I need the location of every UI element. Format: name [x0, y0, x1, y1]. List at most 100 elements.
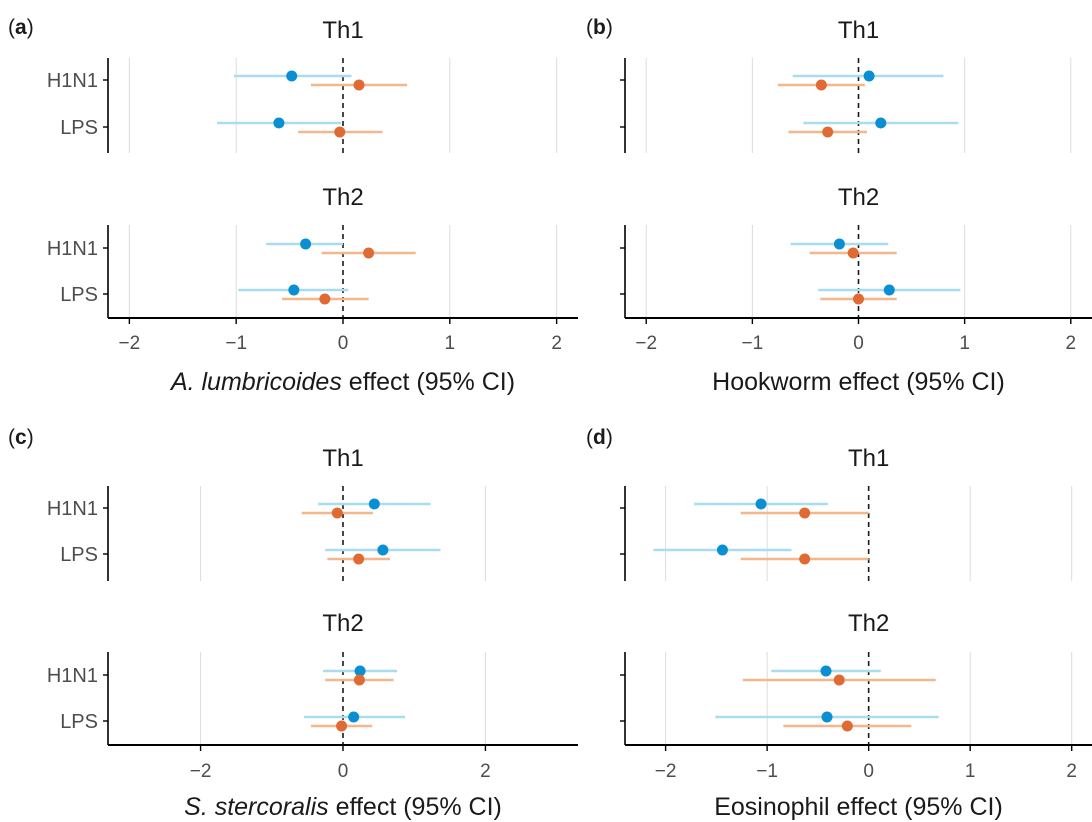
x-tick-label: 1 — [959, 333, 970, 354]
panel-label-open: ( — [8, 426, 15, 449]
estimate-point — [334, 126, 346, 138]
x-tick-label: −2 — [635, 333, 657, 354]
facet-title: Th2 — [322, 610, 363, 637]
estimate-point — [755, 498, 767, 510]
estimate-point — [815, 79, 827, 91]
panel-label-letter: c — [15, 426, 27, 449]
x-axis-label: S. stercoralis effect (95% CI) — [184, 793, 502, 821]
x-tick-label: −1 — [225, 333, 247, 354]
estimate-point — [286, 70, 298, 82]
y-tick-label: LPS — [60, 711, 98, 733]
estimate-point — [822, 126, 834, 138]
facet-title: Th1 — [322, 445, 363, 472]
facet-th2: Th2 H1N1 LPS — [47, 610, 486, 745]
estimate-point — [363, 247, 375, 259]
estimate-point — [319, 293, 331, 305]
estimate-point — [883, 284, 895, 296]
x-tick-label: −1 — [742, 333, 764, 354]
x-axis-label: Hookworm effect (95% CI) — [712, 368, 1005, 396]
x-tick-label: 0 — [338, 333, 349, 354]
panel-label: (d) — [586, 426, 613, 449]
estimate-point — [348, 711, 360, 723]
y-tick-label: LPS — [60, 284, 98, 306]
y-tick-label: H1N1 — [47, 70, 98, 92]
panel-label-letter: a — [15, 16, 27, 39]
x-axis-label-text: Hookworm effect (95% CI) — [712, 368, 1005, 396]
x-axis-label-text: Eosinophil effect (95% CI) — [714, 793, 1003, 821]
panel-label-open: ( — [586, 426, 593, 449]
y-tick-label: LPS — [60, 117, 98, 139]
panel-label-open: ( — [586, 16, 593, 39]
facet-th1: Th1 H1N1 LPS — [47, 445, 486, 581]
estimate-point — [300, 238, 312, 250]
estimate-point — [841, 720, 853, 732]
x-axis-label-italic: A. lumbricoides — [169, 368, 342, 396]
panel-label-close: ) — [27, 16, 34, 39]
x-tick-label: −2 — [190, 761, 212, 782]
panel-label-letter: b — [593, 16, 606, 39]
x-axis-label: Eosinophil effect (95% CI) — [714, 793, 1003, 821]
estimate-point — [331, 507, 343, 519]
estimate-point — [863, 70, 875, 82]
panel-label: (b) — [586, 16, 613, 39]
x-tick-label: 2 — [480, 761, 491, 782]
x-axis-label-text: effect (95% CI) — [329, 793, 502, 821]
estimate-point — [799, 553, 811, 565]
estimate-point — [377, 544, 389, 556]
x-axis-label: A. lumbricoides effect (95% CI) — [169, 368, 515, 396]
estimate-point — [799, 507, 811, 519]
estimate-point — [354, 665, 366, 677]
x-tick-label: 2 — [1065, 333, 1076, 354]
estimate-point — [833, 674, 845, 686]
estimate-point — [353, 79, 365, 91]
estimate-point — [368, 498, 380, 510]
x-tick-label: 0 — [338, 761, 349, 782]
panel-a: (a) Th1 H1N1 LPS Th2 H1N1 LPS −2 −1 0 1 2 A. lumbric… — [8, 16, 578, 396]
estimate-point — [833, 238, 845, 250]
x-tick-label: 1 — [965, 761, 976, 782]
x-axis-label-text: effect (95% CI) — [342, 368, 515, 396]
estimate-point — [353, 674, 365, 686]
x-tick-label: −2 — [119, 333, 141, 354]
x-tick-label: 0 — [853, 333, 864, 354]
x-tick-label: 2 — [551, 333, 562, 354]
x-tick-label: 2 — [1066, 761, 1077, 782]
estimate-point — [853, 293, 864, 305]
estimate-point — [716, 544, 728, 556]
panel-label-close: ) — [606, 426, 613, 449]
estimate-point — [820, 665, 832, 677]
facet-title: Th2 — [848, 610, 889, 637]
estimate-point — [288, 284, 300, 296]
facet-title: Th1 — [838, 17, 879, 44]
estimate-point — [847, 247, 859, 259]
x-tick-label: 1 — [445, 333, 456, 354]
y-tick-label: H1N1 — [47, 238, 98, 260]
facet-title: Th1 — [322, 17, 363, 44]
facet-title: Th2 — [322, 184, 363, 211]
panel-b: (b) Th1 Th2 −2 −1 0 1 2 Hookworm effect (95% CI) — [586, 16, 1092, 396]
panel-c: (c) Th1 H1N1 LPS Th2 H1N1 LPS −2 0 2 S. stercorali… — [8, 426, 578, 821]
estimate-point — [821, 711, 833, 723]
facet-th2: Th2 — [620, 610, 1073, 745]
x-tick-label: 0 — [863, 761, 874, 782]
facet-th1: Th1 — [620, 17, 1072, 153]
facet-th1: Th1 — [620, 445, 1073, 581]
panel-label: (a) — [8, 16, 34, 39]
panel-label-close: ) — [606, 16, 613, 39]
panel-label-close: ) — [27, 426, 34, 449]
y-tick-label: LPS — [60, 544, 98, 566]
estimate-point — [336, 720, 348, 732]
facet-title: Th1 — [848, 445, 889, 472]
x-tick-label: −1 — [756, 761, 778, 782]
y-tick-label: H1N1 — [47, 665, 98, 687]
panel-label: (c) — [8, 426, 34, 449]
x-axis-label-italic: S. stercoralis — [184, 793, 328, 821]
facet-th2: Th2 — [620, 184, 1072, 318]
estimate-point — [353, 553, 365, 565]
y-tick-label: H1N1 — [47, 498, 98, 520]
panel-d: (d) Th1 Th2 −2 −1 0 1 2 Eosinophil effect (95% C… — [586, 426, 1092, 821]
estimate-point — [273, 117, 285, 129]
facet-title: Th2 — [838, 184, 879, 211]
panel-label-letter: d — [593, 426, 606, 449]
